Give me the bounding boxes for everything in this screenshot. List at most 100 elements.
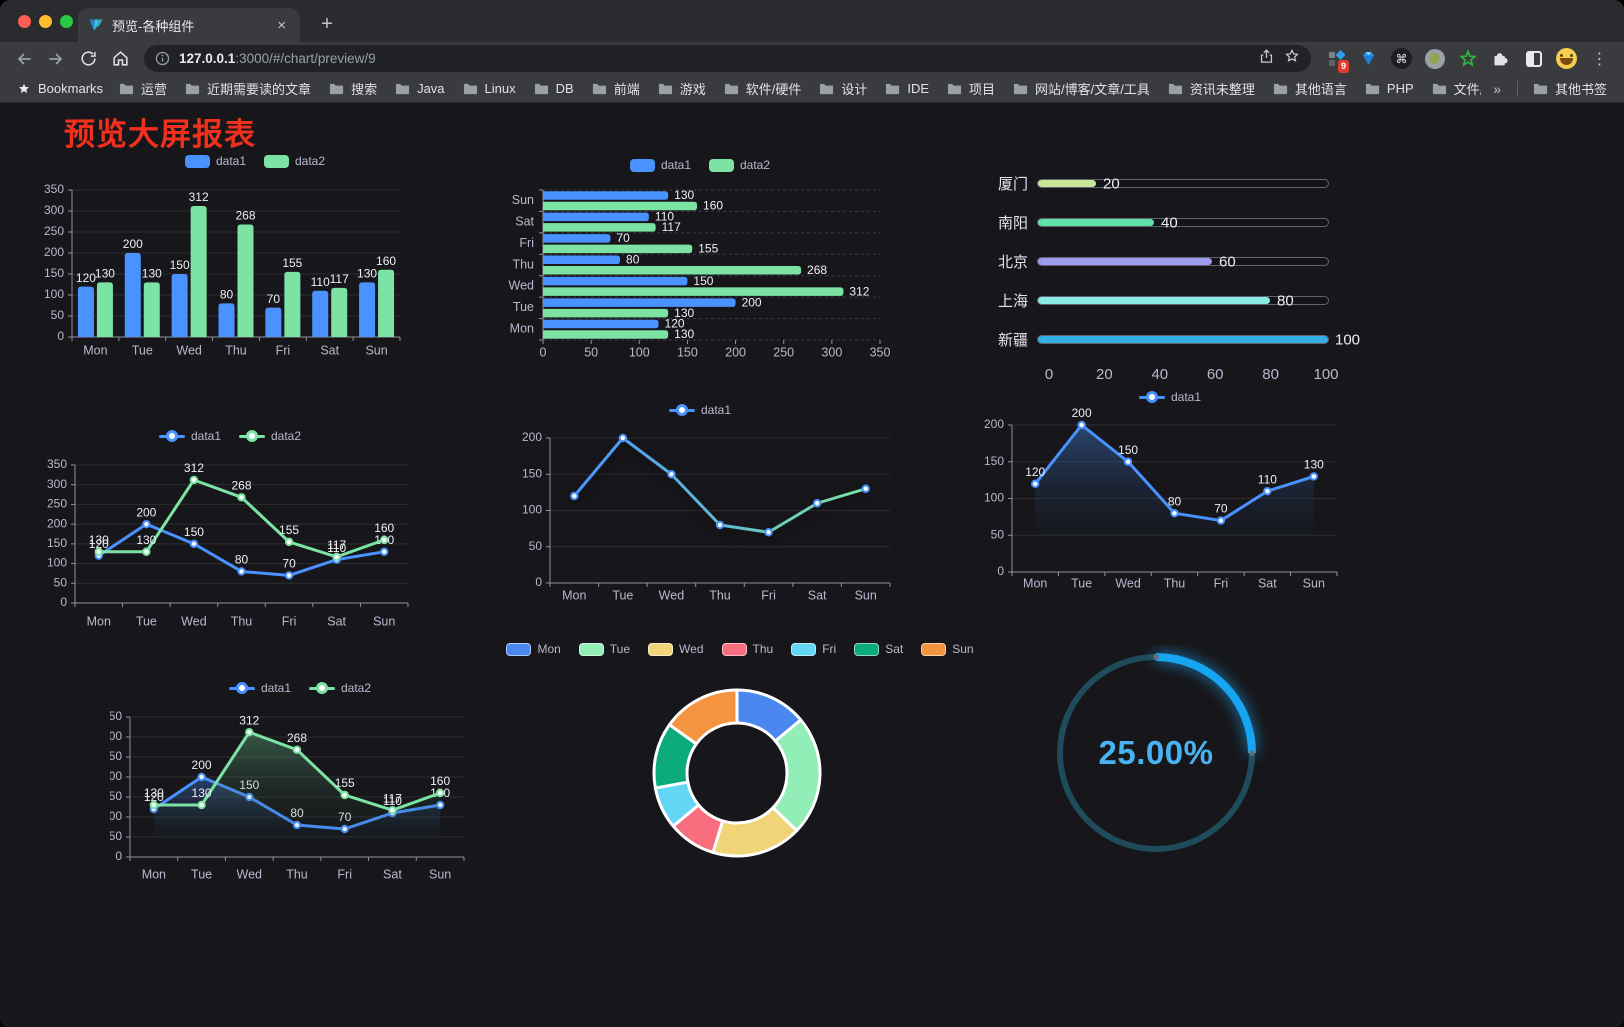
bar [171,274,188,337]
legend-item[interactable]: Thu [721,642,773,656]
folder-icon [886,83,900,95]
browser-menu-icon[interactable]: ⋮ [1591,50,1608,68]
svg-text:0: 0 [535,575,542,589]
bookmark-folder[interactable]: 游戏 [653,77,711,100]
progress-fill [1038,258,1212,265]
two-series-line-chart[interactable]: data1 data2 0 50 100 150 200 250 300 350 Mon Tue Wed… [40,425,420,643]
legend-item[interactable]: Tue [578,642,630,656]
svg-text:130: 130 [1304,458,1324,472]
bar [359,282,376,337]
svg-text:150: 150 [110,789,122,803]
svg-text:130: 130 [89,533,109,547]
bookmarks-root-item[interactable]: Bookmarks [12,79,108,98]
bookmark-folder[interactable]: 其他语言 [1268,77,1352,100]
folder-icon [820,83,834,95]
progress-track: 60 [1037,253,1329,270]
grouped-bar-chart[interactable]: data1 data2 0 50 100 150 200 250 300 350 Mon Tue Wed… [40,148,470,376]
bookmark-folder[interactable]: 设计 [814,77,872,100]
bookmark-folder[interactable]: 网站/博客/文章/工具 [1008,77,1155,100]
new-tab-button[interactable]: + [321,13,333,35]
progress-value: 60 [1219,253,1236,270]
bookmark-folder[interactable]: 前端 [587,77,645,100]
bookmarks-overflow-icon[interactable]: » [1493,80,1501,97]
svg-text:250: 250 [110,749,122,763]
bookmark-folder[interactable]: Java [390,79,449,98]
data-point [340,790,349,800]
legend-item[interactable]: data1 [228,681,291,695]
gradient-line-chart[interactable]: data1 0 50 100 150 200 Mon Tue Wed Thu Fri Sat Sun [500,398,900,616]
legend-item[interactable]: data2 [709,158,770,172]
legend-item[interactable]: data1 [184,154,246,168]
bookmark-folder[interactable]: 项目 [942,77,1000,100]
legend-item[interactable]: Mon [506,642,561,656]
bar [331,287,348,337]
legend-item[interactable]: Sat [854,642,903,656]
svg-text:100: 100 [47,556,67,570]
bookmark-folder[interactable]: Linux [458,79,521,98]
bar [543,276,688,286]
pie-slice-Sun[interactable] [667,688,739,746]
bookmark-folder[interactable]: DB [529,79,579,98]
tab-close-icon[interactable]: × [277,16,286,34]
bookmark-folder[interactable]: 运营 [114,77,172,100]
legend-item[interactable]: Fri [791,642,836,656]
home-icon[interactable] [106,45,134,73]
svg-text:0: 0 [60,595,67,609]
svg-text:Sun: Sun [373,614,395,628]
two-series-area-chart[interactable]: data1 data2 0 50 100 150 200 250 300 350 Mon Tue Wed… [102,675,490,893]
svg-text:200: 200 [522,430,542,444]
green-star-extension-icon[interactable] [1453,45,1482,73]
extensions-puzzle-icon[interactable] [1486,45,1515,73]
svg-text:300: 300 [44,203,64,217]
minimize-window-button[interactable] [39,15,52,28]
close-window-button[interactable] [18,15,31,28]
emoji-extension-icon[interactable] [1552,45,1581,73]
command-extension-icon[interactable]: ⌘ [1387,45,1416,73]
share-icon[interactable] [1258,48,1275,70]
svg-text:160: 160 [703,199,723,213]
other-bookmarks-item[interactable]: 其他书签 [1528,77,1612,100]
bookmark-folder[interactable]: 软件/硬件 [719,77,807,100]
zoom-window-button[interactable] [60,15,73,28]
legend-item[interactable]: Wed [648,642,704,656]
svg-text:268: 268 [235,209,255,223]
donut-chart[interactable]: Mon Tue Wed Thu Fri Sat Sun [506,638,974,968]
legend-item[interactable]: data1 [1138,390,1201,404]
svg-text:300: 300 [821,345,842,359]
horizontal-bar-chart[interactable]: data1 data2 Sun Sat Fri Thu Wed Tue Mon 0 50 100 150… [500,150,900,378]
site-info-icon[interactable] [154,50,171,67]
legend-item[interactable]: data1 [158,429,221,443]
dark-reader-extension-icon[interactable] [1519,45,1548,73]
bookmark-folder[interactable]: 近期需要读的文章 [180,77,316,100]
bookmark-folder[interactable]: 搜索 [324,77,382,100]
browser-tab[interactable]: 预览-各种组件 × [78,8,300,42]
legend-item[interactable]: data1 [629,158,691,172]
line-series-data2: 130 130 312 268 155 117 160 [89,461,395,562]
bookmarks-list: 运营 近期需要读的文章 搜索 Java Linux DB 前端 游戏 软件/硬件 设计 IDE 项目网… [114,77,1481,100]
bar [543,244,693,254]
bookmark-star-icon[interactable] [1283,47,1301,70]
legend-item[interactable]: Sun [921,642,974,656]
legend-item[interactable]: data2 [264,154,325,168]
city-progress-chart[interactable]: 厦门 20 南阳 40 北京 60 上海 80 新疆 100 0 20 40 60 80 100 [990,158,1390,393]
reload-icon[interactable] [74,45,102,73]
extension-blocks-icon[interactable]: 9 [1321,45,1350,73]
svg-text:0: 0 [997,564,1004,578]
legend-item[interactable]: data2 [239,429,301,443]
bookmark-folder[interactable]: 文件服务器 [1427,77,1481,100]
folder-icon [1432,83,1446,95]
gauge-chart[interactable]: 25.00% [1040,645,1275,880]
legend-item[interactable]: data1 [668,403,731,417]
bookmark-folder[interactable]: PHP [1360,79,1419,98]
recorder-extension-icon[interactable] [1420,45,1449,73]
svg-text:Sat: Sat [515,214,534,228]
back-icon[interactable] [10,45,38,73]
address-bar[interactable]: 127.0.0.1:3000/#/chart/preview/9 [144,45,1311,72]
legend-item[interactable]: data2 [309,681,371,695]
single-area-chart[interactable]: data1 0 50 100 150 200 Mon Tue Wed Thu Fri Sat Sun 12… [975,385,1365,603]
progress-value: 100 [1335,331,1361,348]
bookmark-folder[interactable]: 资讯未整理 [1163,77,1260,100]
gem-extension-icon[interactable] [1354,45,1383,73]
forward-icon[interactable] [42,45,70,73]
bookmark-folder[interactable]: IDE [880,79,934,98]
